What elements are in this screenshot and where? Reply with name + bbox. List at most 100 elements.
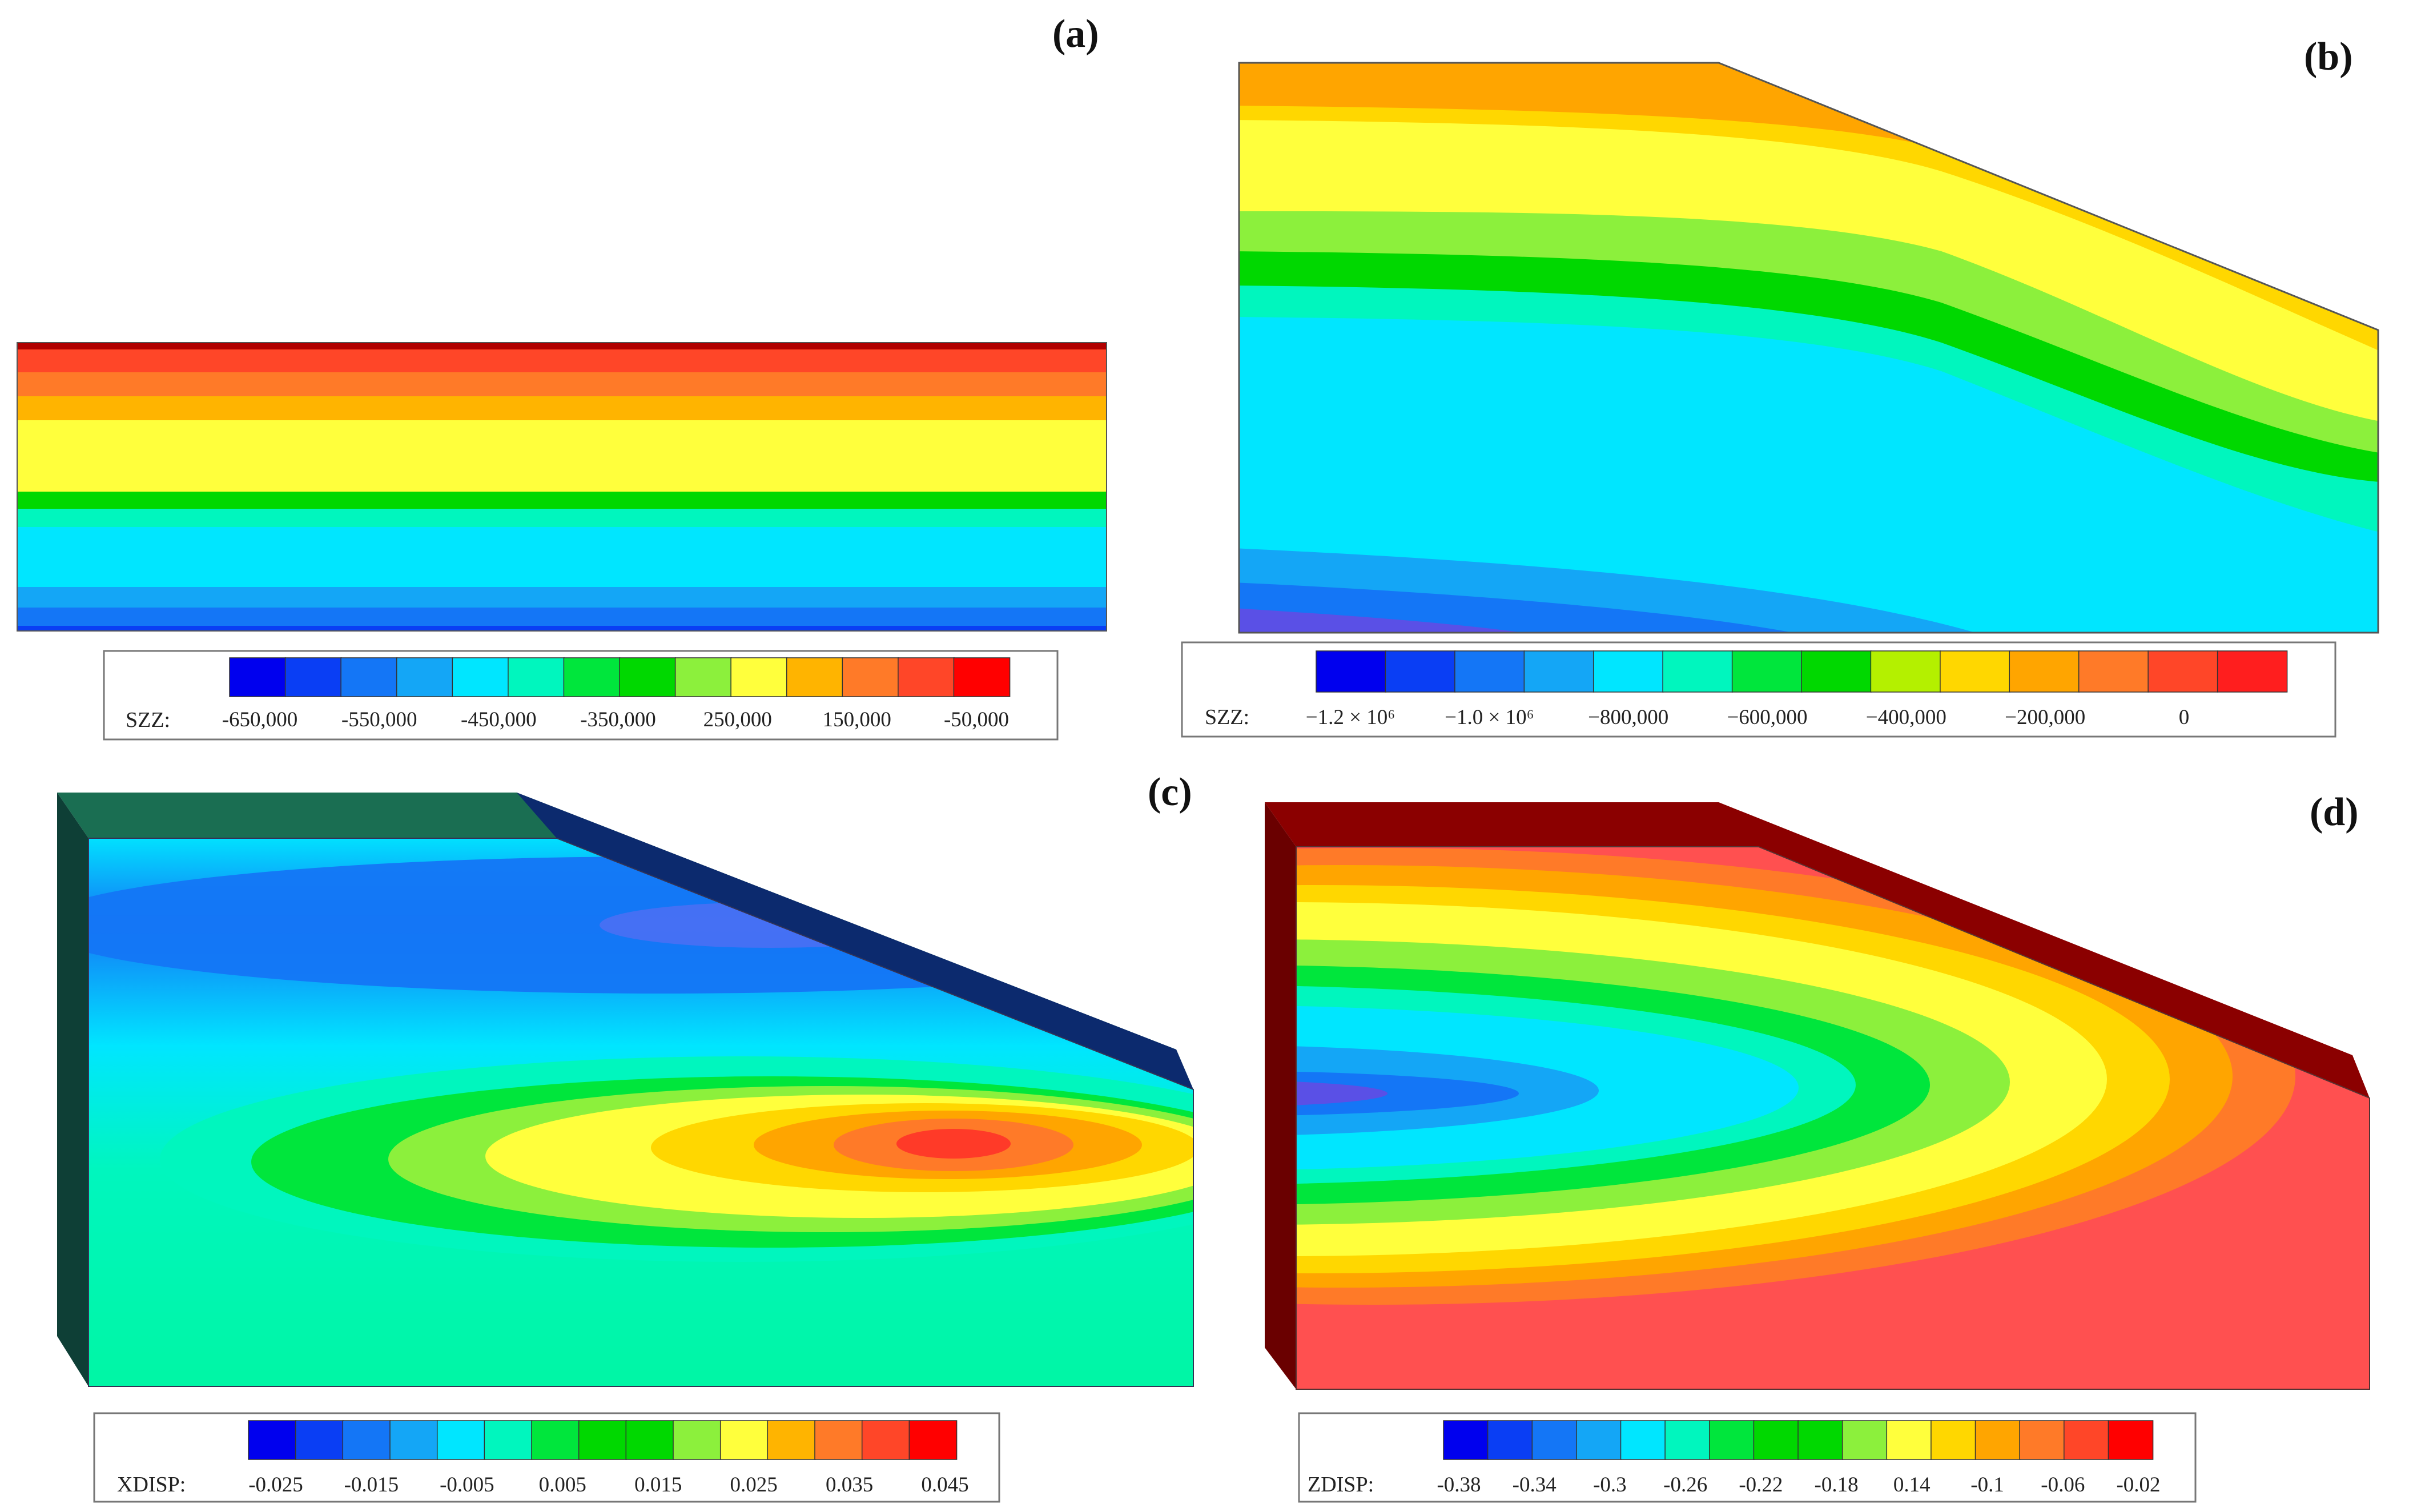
- colorbar-swatch: [1531, 1420, 1578, 1460]
- colorbar-tick-label: −1.2 × 10⁶: [1306, 706, 1395, 729]
- colorbar-swatch: [389, 1420, 439, 1460]
- colorbar-swatch: [2064, 1420, 2109, 1460]
- colorbar-swatch: [1870, 650, 1941, 693]
- colorbar-ticks: -0.025 -0.015 -0.005 0.005 0.015 0.025 0.035 0.…: [248, 1473, 968, 1497]
- panel-c-legend: XDISP: -0.025 -0.015 -0.005 0.005 0.015 0.025…: [93, 1412, 1000, 1503]
- panel-b-legend: SZZ: −1.2 × 10⁶ −1.0 × 10⁶ −800,000 −600,00…: [1181, 641, 2336, 738]
- colorbar-tick-label: 0.025: [730, 1473, 777, 1497]
- colorbar: [1316, 650, 2288, 693]
- colorbar-swatch: [1662, 650, 1733, 693]
- colorbar-tick-label: -450,000: [461, 708, 537, 731]
- colorbar-swatch: [508, 657, 565, 697]
- colorbar-tick-label: −400,000: [1866, 706, 1946, 729]
- panel-label-c: (c): [1148, 770, 1192, 814]
- colorbar-swatch: [340, 657, 398, 697]
- colorbar-swatch: [908, 1420, 958, 1460]
- colorbar-swatch: [1841, 1420, 1888, 1460]
- colorbar-tick-label: -550,000: [341, 708, 417, 731]
- colorbar-tick-label: -350,000: [580, 708, 656, 731]
- colorbar-swatch: [1731, 650, 1803, 693]
- colorbar-swatch: [578, 1420, 627, 1460]
- legend-variable: SZZ:: [1205, 705, 1249, 729]
- colorbar-tick-label: -0.18: [1815, 1473, 1859, 1497]
- colorbar: [1443, 1420, 2154, 1460]
- colorbar-tick-label: 150,000: [823, 708, 891, 731]
- colorbar-tick-label: 0.015: [634, 1473, 682, 1497]
- colorbar-swatch: [531, 1420, 580, 1460]
- colorbar-swatch: [1664, 1420, 1711, 1460]
- colorbar-tick-label: -0.22: [1739, 1473, 1783, 1497]
- colorbar-swatch: [1886, 1420, 1932, 1460]
- colorbar-tick-label: -0.015: [344, 1473, 399, 1497]
- colorbar-swatch: [953, 657, 1011, 697]
- colorbar-tick-label: -0.3: [1593, 1473, 1627, 1497]
- colorbar-tick-label: -0.02: [2116, 1473, 2160, 1497]
- colorbar-swatch: [619, 657, 676, 697]
- colorbar-swatch: [861, 1420, 910, 1460]
- colorbar-swatch: [1454, 650, 1525, 693]
- panel-a-contour-plot: [17, 343, 1107, 631]
- colorbar-swatch: [1443, 1420, 1489, 1460]
- colorbar-swatch: [898, 657, 955, 697]
- colorbar-swatch: [484, 1420, 533, 1460]
- panel-label-a: (a): [1052, 12, 1099, 56]
- colorbar-swatch: [1523, 650, 1595, 693]
- panel-label-b: (b): [2304, 35, 2353, 79]
- colorbar-tick-label: 250,000: [703, 708, 772, 731]
- panel-b-contour-plot: [1239, 63, 2378, 633]
- colorbar-swatch: [1931, 1420, 1976, 1460]
- colorbar-swatch: [1316, 650, 1386, 693]
- colorbar-swatch: [1487, 1420, 1533, 1460]
- panel-c: (c) XDISP: -0.025 -0.015 -0.005 0.005 0.015 0…: [57, 770, 1194, 1503]
- colorbar-swatch: [295, 1420, 344, 1460]
- colorbar-swatch: [625, 1420, 674, 1460]
- colorbar-swatch: [563, 657, 621, 697]
- colorbar-swatch: [719, 1420, 769, 1460]
- colorbar-swatch: [1797, 1420, 1843, 1460]
- colorbar-tick-label: -0.34: [1513, 1473, 1557, 1497]
- colorbar-swatch: [2019, 1420, 2065, 1460]
- colorbar-tick-label: -0.38: [1437, 1473, 1481, 1497]
- colorbar: [229, 657, 1011, 697]
- colorbar-swatch: [767, 1420, 816, 1460]
- panel-a-legend: SZZ: -650,000 -550,000 -450,000 -350,000 250…: [103, 650, 1059, 741]
- colorbar-swatch: [1620, 1420, 1666, 1460]
- colorbar-tick-label: 0.005: [539, 1473, 586, 1497]
- panel-d-side-face: [1265, 802, 1296, 1389]
- colorbar: [248, 1420, 958, 1460]
- legend-variable: XDISP:: [117, 1473, 186, 1497]
- colorbar-swatch: [1801, 650, 1872, 693]
- colorbar-ticks: -650,000 -550,000 -450,000 -350,000 250,000 1…: [222, 708, 1009, 731]
- colorbar-tick-label: −600,000: [1727, 706, 1807, 729]
- colorbar-tick-label: 0.14: [1893, 1473, 1931, 1497]
- panel-c-contour-plot: [89, 838, 1193, 1386]
- colorbar-swatch: [842, 657, 899, 697]
- panel-d-top-face: [1265, 802, 2370, 1098]
- colorbar-swatch: [1385, 650, 1456, 693]
- colorbar-swatch: [452, 657, 509, 697]
- panel-b: (b) SZZ: −1.2 × 10⁶ −1.0 × 10⁶ −800,000 −60…: [1181, 35, 2379, 738]
- colorbar-swatch: [1940, 650, 2010, 693]
- colorbar-tick-label: 0.035: [826, 1473, 873, 1497]
- colorbar-swatch: [1709, 1420, 1755, 1460]
- panel-d-contour-plot: [1296, 847, 2370, 1389]
- colorbar-swatch: [1974, 1420, 2021, 1460]
- colorbar-tick-label: -650,000: [222, 708, 298, 731]
- colorbar-swatch: [1753, 1420, 1799, 1460]
- colorbar-swatch: [2217, 650, 2288, 693]
- panel-a: (a) SZZ: -650,000 -550,000 -450,000 -350,00…: [17, 12, 1107, 741]
- colorbar-swatch: [1592, 650, 1664, 693]
- panel-c-side-face: [57, 793, 89, 1386]
- colorbar-tick-label: -0.06: [2041, 1473, 2085, 1497]
- colorbar-swatch: [2009, 650, 2080, 693]
- colorbar-swatch: [396, 657, 453, 697]
- colorbar-swatch: [2147, 650, 2218, 693]
- colorbar-tick-label: -0.26: [1663, 1473, 1707, 1497]
- colorbar-swatch: [814, 1420, 863, 1460]
- panel-d-legend: ZDISP: -0.38 -0.34 -0.3 -0.26 -0.22 -0.18 0.14…: [1298, 1412, 2197, 1503]
- colorbar-swatch: [673, 1420, 722, 1460]
- colorbar-tick-label: -0.1: [1970, 1473, 2004, 1497]
- colorbar-swatch: [342, 1420, 391, 1460]
- colorbar-tick-label: −800,000: [1588, 706, 1668, 729]
